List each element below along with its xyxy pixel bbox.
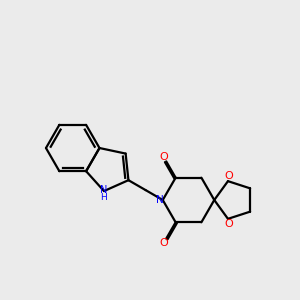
Text: O: O: [225, 171, 233, 181]
Text: O: O: [225, 219, 233, 229]
Text: H: H: [100, 193, 107, 202]
Text: O: O: [159, 238, 168, 248]
Text: O: O: [159, 152, 168, 162]
Text: N: N: [100, 185, 108, 195]
Text: N: N: [156, 195, 164, 205]
